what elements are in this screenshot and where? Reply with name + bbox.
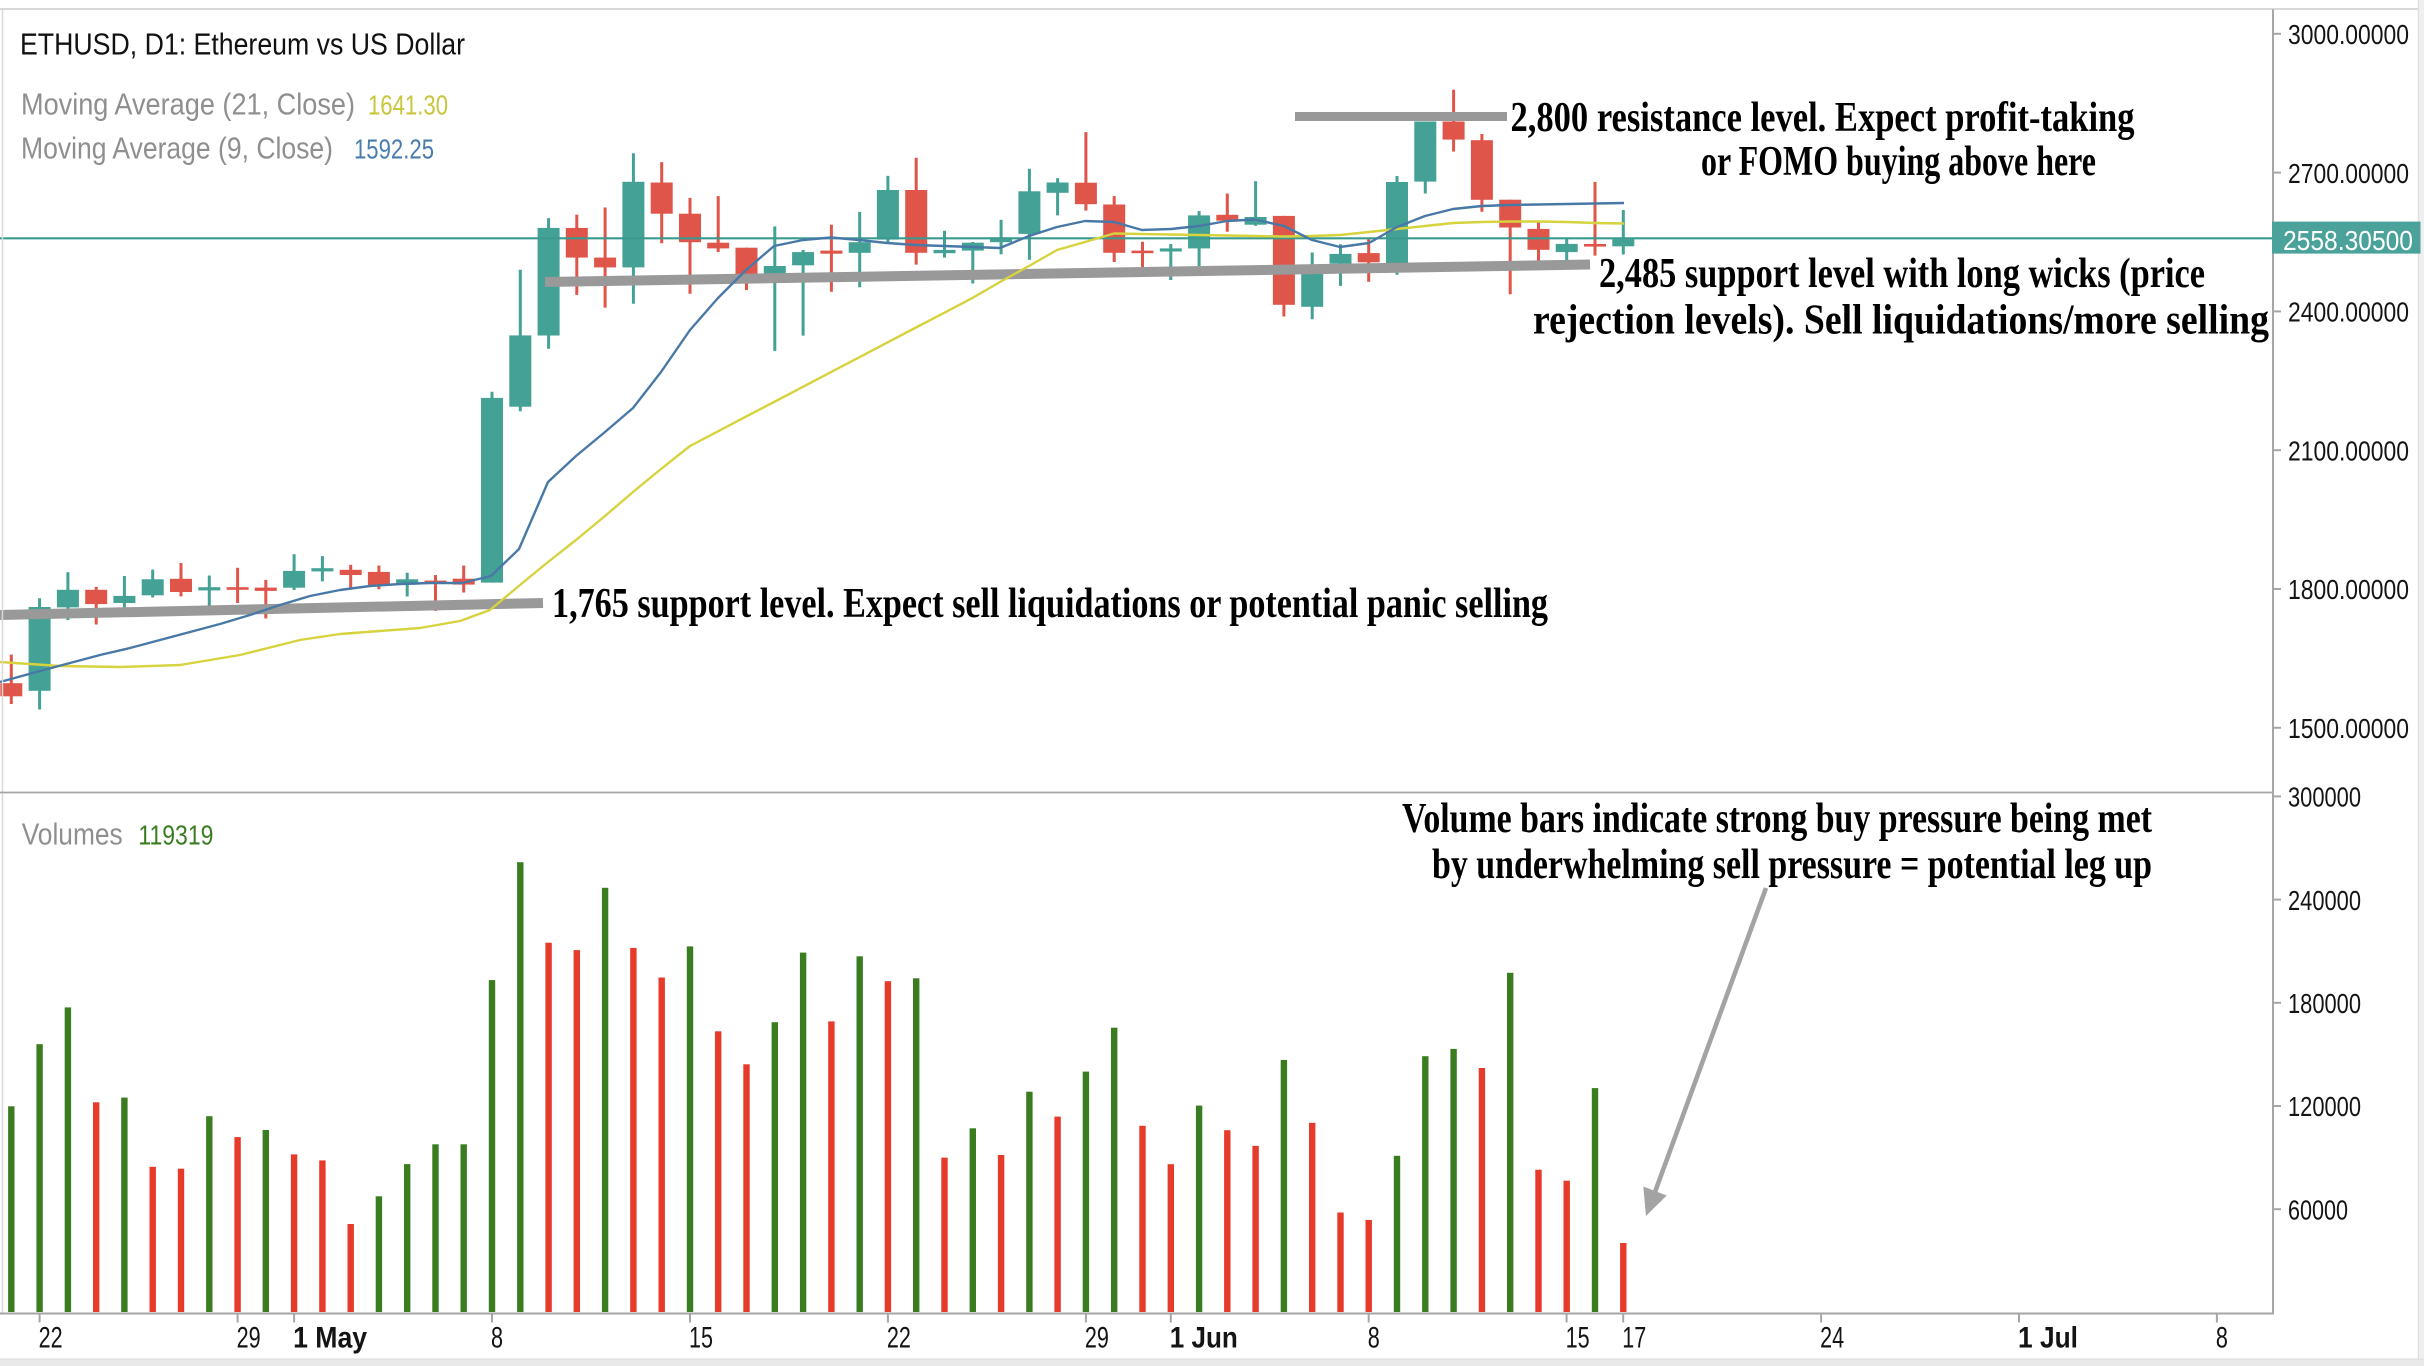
svg-text:1641.30: 1641.30 [368, 90, 448, 121]
svg-text:2400.00000: 2400.00000 [2288, 297, 2409, 328]
svg-text:2558.30500: 2558.30500 [2283, 225, 2413, 256]
svg-text:2100.00000: 2100.00000 [2288, 435, 2409, 466]
svg-text:22: 22 [39, 1322, 63, 1355]
svg-text:120000: 120000 [2288, 1091, 2361, 1122]
svg-text:29: 29 [237, 1322, 261, 1355]
svg-text:24: 24 [1820, 1322, 1844, 1355]
svg-text:15: 15 [1566, 1322, 1590, 1355]
svg-text:ETHUSD, D1: Ethereum vs US Dol: ETHUSD, D1: Ethereum vs US Dollar [20, 27, 465, 62]
svg-text:17: 17 [1622, 1322, 1646, 1355]
svg-text:Moving Average (21, Close): Moving Average (21, Close) [21, 87, 355, 122]
svg-text:1 May: 1 May [293, 1322, 367, 1355]
svg-text:or FOMO buying above here: or FOMO buying above here [1701, 139, 2096, 185]
svg-text:1800.00000: 1800.00000 [2288, 574, 2409, 605]
svg-text:1592.25: 1592.25 [354, 134, 434, 165]
svg-text:8: 8 [491, 1322, 503, 1355]
svg-text:15: 15 [689, 1322, 713, 1355]
svg-text:by underwhelming sell pressure: by underwhelming sell pressure = potenti… [1432, 842, 2152, 888]
svg-text:22: 22 [887, 1322, 911, 1355]
svg-text:2700.00000: 2700.00000 [2288, 158, 2409, 189]
svg-text:119319: 119319 [138, 820, 213, 851]
svg-text:Volume bars indicate strong bu: Volume bars indicate strong buy pressure… [1402, 796, 2152, 842]
svg-text:Moving Average (9, Close): Moving Average (9, Close) [21, 131, 333, 166]
svg-text:2,800 resistance level. Expect: 2,800 resistance level. Expect profit‑ta… [1511, 95, 2135, 141]
svg-text:3000.00000: 3000.00000 [2288, 19, 2409, 50]
svg-text:2,485 support level with long: 2,485 support level with long wicks (pri… [1599, 251, 2205, 297]
svg-text:8: 8 [2216, 1322, 2228, 1355]
svg-text:180000: 180000 [2288, 988, 2361, 1019]
svg-text:1,765 support level. Expect se: 1,765 support level. Expect sell liquida… [552, 581, 1548, 627]
svg-text:240000: 240000 [2288, 885, 2361, 916]
svg-text:1 Jun: 1 Jun [1170, 1322, 1238, 1355]
svg-text:rejection levels). Sell liquid: rejection levels). Sell liquidations/mor… [1533, 298, 2269, 344]
svg-text:1 Jul: 1 Jul [2018, 1322, 2078, 1355]
svg-text:Volumes: Volumes [22, 817, 123, 852]
svg-text:1500.00000: 1500.00000 [2288, 713, 2409, 744]
svg-text:8: 8 [1368, 1322, 1380, 1355]
svg-text:29: 29 [1085, 1322, 1109, 1355]
svg-text:60000: 60000 [2288, 1194, 2348, 1225]
svg-text:300000: 300000 [2288, 782, 2361, 813]
